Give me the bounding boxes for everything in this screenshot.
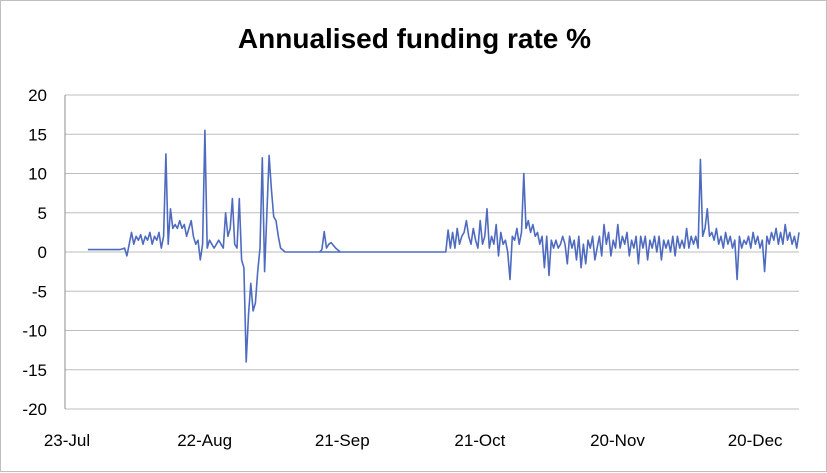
- chart-title: Annualised funding rate %: [237, 23, 592, 54]
- series-line: [87, 129, 800, 363]
- x-tick-label: 23-Jul: [44, 431, 90, 450]
- x-tick-label: 20-Nov: [590, 431, 645, 450]
- x-tick-label: 21-Oct: [454, 431, 505, 450]
- y-tick-label: 0: [38, 243, 47, 262]
- y-tick-label: -10: [22, 322, 47, 341]
- y-tick-label: 5: [38, 204, 47, 223]
- y-tick-label: -20: [22, 400, 47, 419]
- x-tick-label: 21-Sep: [315, 431, 370, 450]
- y-tick-label: 20: [28, 86, 47, 105]
- y-tick-label: 10: [28, 165, 47, 184]
- y-tick-label: 15: [28, 125, 47, 144]
- y-tick-label: -15: [22, 361, 47, 380]
- x-tick-label: 22-Aug: [177, 431, 232, 450]
- y-tick-label: -5: [32, 282, 47, 301]
- x-tick-label: 20-Dec: [728, 431, 783, 450]
